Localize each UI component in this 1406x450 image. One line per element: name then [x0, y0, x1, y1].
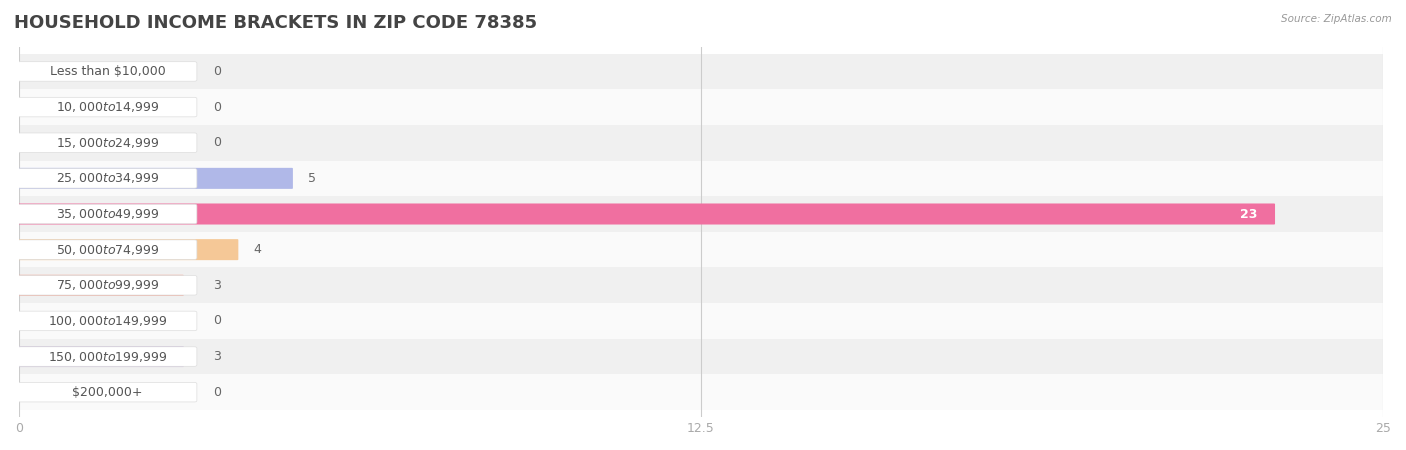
- Bar: [20, 54, 1384, 89]
- Text: $35,000 to $49,999: $35,000 to $49,999: [56, 207, 159, 221]
- Text: HOUSEHOLD INCOME BRACKETS IN ZIP CODE 78385: HOUSEHOLD INCOME BRACKETS IN ZIP CODE 78…: [14, 14, 537, 32]
- Text: Source: ZipAtlas.com: Source: ZipAtlas.com: [1281, 14, 1392, 23]
- Text: 0: 0: [212, 315, 221, 328]
- Text: $10,000 to $14,999: $10,000 to $14,999: [56, 100, 159, 114]
- FancyBboxPatch shape: [18, 275, 184, 296]
- Bar: [20, 339, 1384, 374]
- Text: 23: 23: [1240, 207, 1257, 220]
- FancyBboxPatch shape: [18, 133, 197, 153]
- Bar: [20, 89, 1384, 125]
- FancyBboxPatch shape: [18, 169, 197, 188]
- Text: 5: 5: [308, 172, 316, 185]
- FancyBboxPatch shape: [18, 347, 197, 366]
- FancyBboxPatch shape: [18, 275, 197, 295]
- FancyBboxPatch shape: [18, 204, 197, 224]
- FancyBboxPatch shape: [18, 239, 239, 260]
- Text: 0: 0: [212, 65, 221, 78]
- Text: $100,000 to $149,999: $100,000 to $149,999: [48, 314, 167, 328]
- Text: $75,000 to $99,999: $75,000 to $99,999: [56, 278, 159, 293]
- Text: 3: 3: [212, 350, 221, 363]
- FancyBboxPatch shape: [18, 168, 292, 189]
- Text: Less than $10,000: Less than $10,000: [49, 65, 166, 78]
- Bar: [20, 267, 1384, 303]
- Text: $150,000 to $199,999: $150,000 to $199,999: [48, 350, 167, 364]
- Bar: [20, 196, 1384, 232]
- FancyBboxPatch shape: [18, 311, 197, 331]
- Text: 0: 0: [212, 386, 221, 399]
- Bar: [20, 125, 1384, 161]
- Text: 3: 3: [212, 279, 221, 292]
- FancyBboxPatch shape: [18, 203, 1275, 225]
- FancyBboxPatch shape: [18, 382, 197, 402]
- FancyBboxPatch shape: [18, 240, 197, 259]
- Text: 0: 0: [212, 101, 221, 113]
- Text: 0: 0: [212, 136, 221, 149]
- Text: $50,000 to $74,999: $50,000 to $74,999: [56, 243, 159, 256]
- FancyBboxPatch shape: [18, 346, 184, 367]
- Text: $200,000+: $200,000+: [72, 386, 142, 399]
- Text: $25,000 to $34,999: $25,000 to $34,999: [56, 171, 159, 185]
- Text: $15,000 to $24,999: $15,000 to $24,999: [56, 136, 159, 150]
- FancyBboxPatch shape: [18, 97, 197, 117]
- Bar: [20, 232, 1384, 267]
- Bar: [20, 161, 1384, 196]
- Bar: [20, 374, 1384, 410]
- Bar: [20, 303, 1384, 339]
- FancyBboxPatch shape: [18, 62, 197, 81]
- Text: 4: 4: [253, 243, 262, 256]
